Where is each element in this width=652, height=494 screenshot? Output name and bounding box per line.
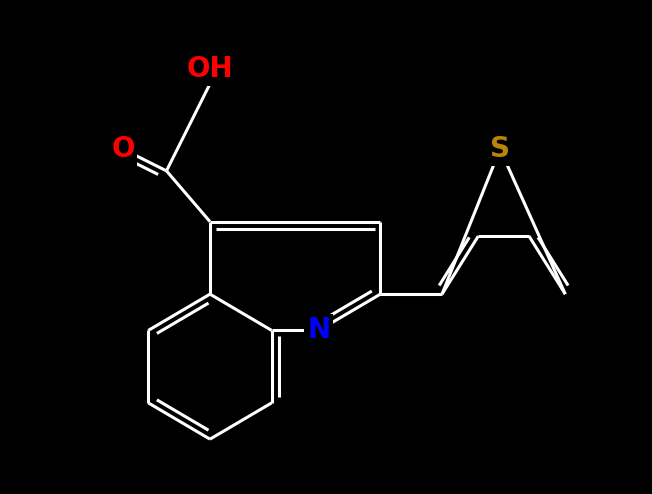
Text: S: S [490, 135, 510, 163]
Text: N: N [307, 316, 331, 344]
Text: O: O [111, 135, 135, 163]
Text: OH: OH [186, 55, 233, 83]
